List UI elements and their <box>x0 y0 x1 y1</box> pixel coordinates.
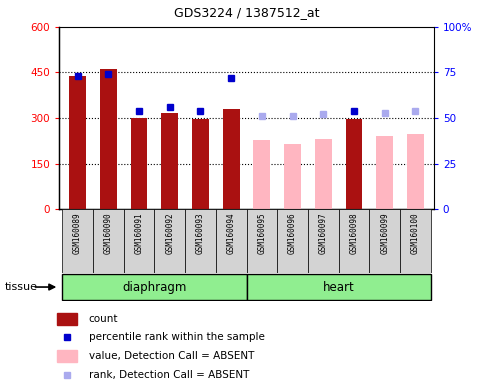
Bar <box>57 313 77 325</box>
Bar <box>400 209 431 273</box>
Bar <box>407 134 424 209</box>
Text: GSM160090: GSM160090 <box>104 212 113 254</box>
Bar <box>246 274 431 300</box>
Bar <box>308 209 339 273</box>
Bar <box>161 113 178 209</box>
Text: GSM160096: GSM160096 <box>288 212 297 254</box>
Bar <box>339 209 369 273</box>
Bar <box>69 76 86 209</box>
Text: GSM160091: GSM160091 <box>135 212 143 254</box>
Text: percentile rank within the sample: percentile rank within the sample <box>89 333 265 343</box>
Bar <box>277 209 308 273</box>
Bar <box>315 139 332 209</box>
Text: GDS3224 / 1387512_at: GDS3224 / 1387512_at <box>174 6 319 19</box>
Text: GSM160093: GSM160093 <box>196 212 205 254</box>
Bar <box>57 350 77 362</box>
Bar <box>376 136 393 209</box>
Text: GSM160092: GSM160092 <box>165 212 174 254</box>
Bar <box>62 274 246 300</box>
Text: GSM160094: GSM160094 <box>227 212 236 254</box>
Bar <box>369 209 400 273</box>
Bar <box>185 209 216 273</box>
Text: GSM160089: GSM160089 <box>73 212 82 254</box>
Text: diaphragm: diaphragm <box>122 281 186 293</box>
Bar <box>216 209 246 273</box>
Text: GSM160099: GSM160099 <box>380 212 389 254</box>
Bar <box>154 209 185 273</box>
Bar <box>223 109 240 209</box>
Bar <box>253 140 270 209</box>
Text: GSM160098: GSM160098 <box>350 212 358 254</box>
Bar <box>192 119 209 209</box>
Bar <box>100 69 117 209</box>
Bar <box>93 209 124 273</box>
Text: GSM160097: GSM160097 <box>319 212 328 254</box>
Bar <box>131 118 147 209</box>
Bar <box>124 209 154 273</box>
Text: tissue: tissue <box>5 282 38 292</box>
Text: GSM160095: GSM160095 <box>257 212 266 254</box>
Text: rank, Detection Call = ABSENT: rank, Detection Call = ABSENT <box>89 370 249 380</box>
Bar <box>284 144 301 209</box>
Bar <box>62 209 93 273</box>
Text: heart: heart <box>323 281 354 293</box>
Bar <box>246 209 277 273</box>
Bar <box>346 119 362 209</box>
Text: value, Detection Call = ABSENT: value, Detection Call = ABSENT <box>89 351 254 361</box>
Text: count: count <box>89 314 118 324</box>
Text: GSM160100: GSM160100 <box>411 212 420 254</box>
